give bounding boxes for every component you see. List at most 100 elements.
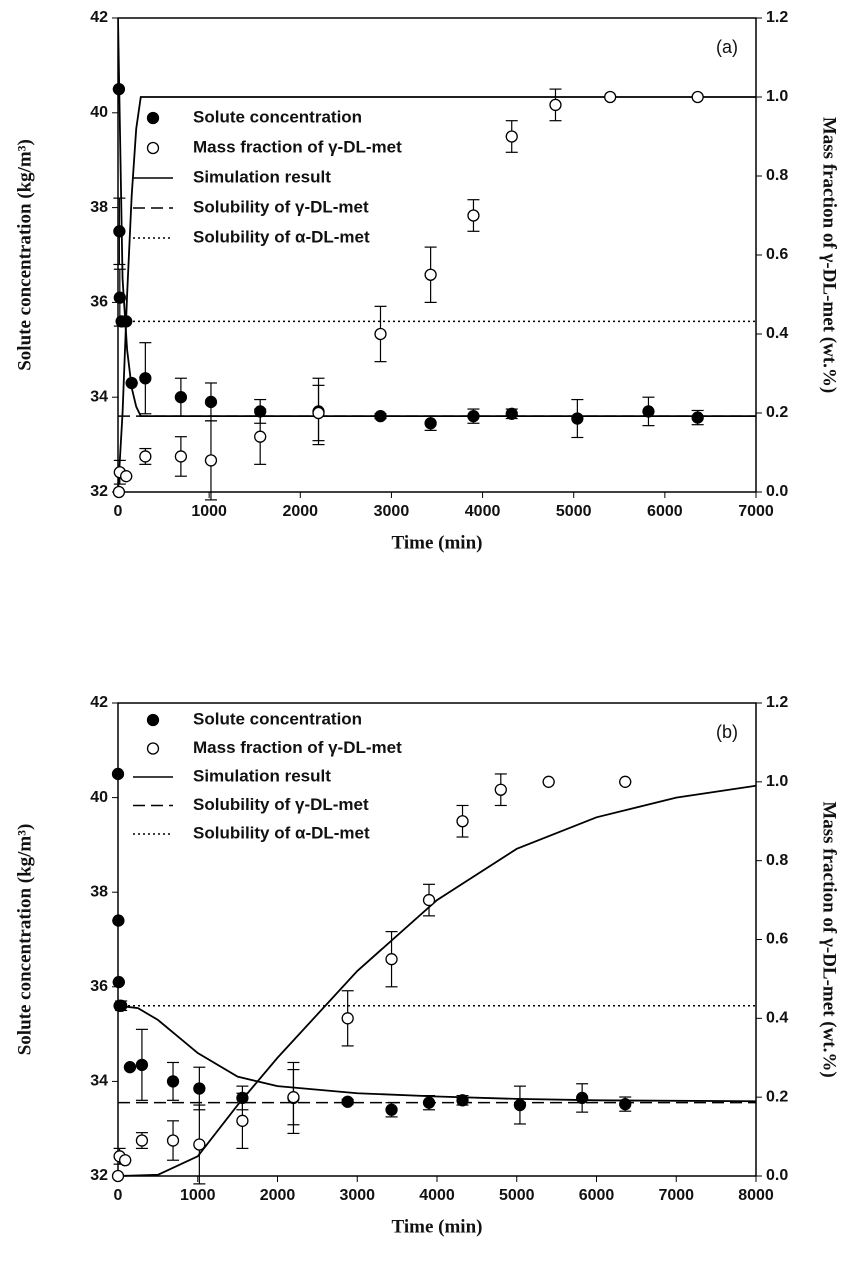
x-tick-label: 1000	[191, 503, 227, 520]
panel-label: (a)	[716, 37, 738, 57]
data-point	[691, 90, 704, 104]
data-point	[287, 1091, 300, 1104]
simulation-line	[118, 1004, 756, 1103]
data-point	[619, 1097, 632, 1111]
legend-label: Mass fraction of γ-DL-met	[193, 738, 402, 757]
x-tick-label: 0	[114, 503, 123, 520]
data-point	[135, 1058, 149, 1071]
data-point	[112, 485, 126, 499]
y2-tick-label: 1.0	[766, 773, 788, 790]
y-tick-label: 38	[90, 883, 108, 900]
x-tick-label: 0	[114, 1187, 123, 1204]
data-point	[139, 372, 152, 385]
data-point	[111, 1169, 125, 1183]
y-tick-label: 36	[90, 978, 108, 995]
legend-label: Solubility of α-DL-met	[193, 227, 370, 246]
data-point	[236, 1114, 249, 1127]
data-point	[112, 914, 125, 927]
x-axis-label: Time (min)	[392, 532, 483, 553]
y2-tick-label: 1.0	[766, 88, 788, 105]
data-point	[642, 405, 655, 418]
x-tick-label: 5000	[499, 1187, 535, 1204]
y-axis-label: Solute concentration (kg/m³)	[14, 824, 35, 1056]
y2-tick-label: 0.2	[766, 1088, 788, 1105]
y-tick-label: 36	[90, 294, 108, 311]
x-axis-label: Time (min)	[392, 1216, 483, 1237]
data-point	[575, 1091, 589, 1105]
data-point	[422, 893, 436, 907]
data-point	[174, 450, 188, 463]
data-point	[123, 1061, 137, 1074]
data-point	[112, 975, 125, 989]
data-point	[312, 406, 325, 420]
data-point	[125, 376, 138, 390]
y-tick-label: 34	[90, 1073, 108, 1090]
x-tick-label: 6000	[579, 1187, 615, 1204]
legend-label: Solute concentration	[193, 709, 362, 728]
legend-label: Simulation result	[193, 766, 331, 785]
data-point	[691, 411, 704, 424]
plot-area	[118, 784, 756, 1177]
y2-tick-label: 1.2	[766, 9, 788, 26]
data-point	[422, 1096, 436, 1109]
panel: 0 1000 2000 3000 4000 5000 6000 7000 8000 32 34 36 3…	[14, 694, 839, 1237]
data-point	[135, 1134, 149, 1147]
legend-label: Mass fraction of γ-DL-met	[193, 137, 402, 156]
x-tick-label: 3000	[339, 1187, 375, 1204]
data-point	[549, 98, 562, 112]
y2-tick-label: 0.2	[766, 404, 788, 421]
legend-label: Solute concentration	[193, 107, 362, 126]
data-point	[119, 1154, 132, 1167]
data-point	[113, 225, 126, 238]
data-point	[115, 999, 128, 1012]
y2-axis-label: Mass fraction of γ-DL-met (wt.%)	[819, 801, 840, 1077]
x-tick-label: 2000	[282, 503, 318, 520]
data-point	[424, 417, 437, 430]
data-point	[112, 82, 126, 96]
x-tick-label: 4000	[465, 503, 501, 520]
data-point	[166, 1075, 180, 1088]
data-point	[204, 395, 218, 409]
data-point	[505, 407, 518, 420]
data-point	[341, 1012, 354, 1025]
simulation-line	[118, 17, 756, 418]
data-point	[111, 767, 125, 781]
x-tick-label: 6000	[647, 503, 683, 520]
x-tick-label: 4000	[419, 1187, 455, 1204]
y-axis-label: Solute concentration (kg/m³)	[14, 139, 35, 371]
x-tick-label: 7000	[738, 503, 774, 520]
data-point	[467, 209, 480, 222]
data-point	[120, 315, 133, 328]
data-point	[174, 391, 188, 404]
y-tick-label: 40	[90, 789, 108, 806]
x-tick-label: 3000	[374, 503, 410, 520]
data-point	[467, 410, 480, 423]
legend-label: Solubility of γ-DL-met	[193, 795, 369, 814]
y2-tick-label: 0.0	[766, 483, 788, 500]
y2-tick-label: 0.6	[766, 931, 788, 948]
legend-label: Solubility of α-DL-met	[193, 823, 370, 842]
y2-tick-label: 1.2	[766, 694, 788, 711]
data-point	[424, 268, 437, 281]
data-point	[113, 291, 126, 304]
legend-label: Solubility of γ-DL-met	[193, 197, 369, 216]
data-point	[619, 775, 632, 788]
data-point	[374, 410, 387, 423]
data-point	[494, 783, 507, 796]
data-point	[385, 1103, 398, 1116]
x-tick-label: 7000	[658, 1187, 694, 1204]
data-point	[542, 775, 555, 788]
simulation-line	[118, 96, 756, 493]
data-point	[374, 327, 387, 341]
simulation-line	[118, 784, 756, 1177]
data-point	[456, 815, 469, 828]
y-tick-label: 42	[90, 9, 108, 26]
legend-symbol	[146, 111, 160, 125]
data-point	[604, 90, 617, 104]
data-point	[166, 1134, 180, 1147]
y2-tick-label: 0.4	[766, 1010, 788, 1027]
legend-label: Simulation result	[193, 167, 331, 186]
y-tick-label: 34	[90, 388, 108, 405]
legend-symbol	[146, 742, 160, 755]
